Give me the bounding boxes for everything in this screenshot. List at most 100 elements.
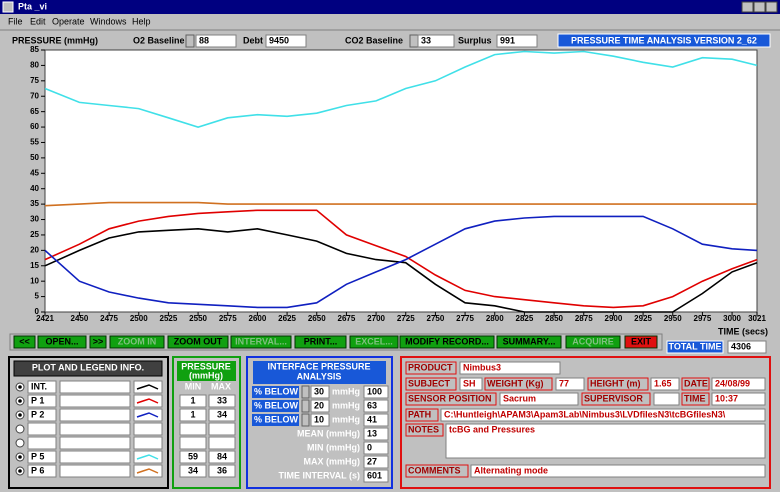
below-label-box — [252, 414, 299, 426]
record-value: 77 — [559, 378, 569, 388]
below-value-box — [363, 413, 389, 427]
series-note — [59, 408, 131, 422]
button-label: << — [19, 336, 30, 346]
record-value: C:\Huntleigh\APAM3\Apam3Lab\Nimbus3\LVDf… — [444, 409, 726, 419]
x-tick-label: 2625 — [278, 314, 296, 323]
y-tick-label: 45 — [30, 168, 39, 177]
spinner — [185, 34, 195, 48]
y-tick-label: 75 — [30, 76, 39, 85]
record-label: COMMENTS — [408, 465, 461, 475]
menu-item: Edit — [30, 16, 46, 26]
pressure-max-box — [208, 464, 236, 478]
stat-value-box — [363, 469, 389, 483]
stat-value-box — [363, 427, 389, 441]
x-tick-label: 2750 — [427, 314, 445, 323]
below-value-box — [363, 385, 389, 399]
record-value-box — [653, 392, 680, 406]
button[interactable] — [13, 335, 36, 349]
version: PRESSURE TIME ANALYSIS VERSION 2_62 — [571, 35, 757, 45]
record-value: 1.65 — [654, 378, 672, 388]
button[interactable] — [230, 335, 292, 349]
stat-value: 601 — [367, 470, 382, 480]
pressure-min-box — [179, 394, 207, 408]
below-unit: mmHg — [332, 386, 360, 396]
pressure-max-box — [208, 450, 236, 464]
button[interactable] — [624, 335, 658, 349]
series-note — [59, 450, 131, 464]
button[interactable] — [167, 335, 229, 349]
menu-item: Help — [132, 16, 151, 26]
button[interactable] — [89, 335, 107, 349]
record-value-box — [711, 377, 766, 391]
record-value: tcBG and Pressures — [449, 424, 535, 434]
header-label: O2 Baseline — [133, 35, 185, 45]
button[interactable] — [109, 335, 165, 349]
pressure-max-box — [208, 436, 236, 450]
record-value-box — [459, 377, 483, 391]
legend-swatch-box — [133, 464, 163, 478]
y-tick-label: 40 — [30, 184, 39, 193]
record-value-box — [445, 423, 766, 459]
record-value: Sacrum — [503, 393, 536, 403]
record-value: SH — [463, 378, 476, 388]
record-label-box — [681, 392, 710, 406]
radio-button[interactable] — [15, 424, 25, 434]
y-tick-label: 65 — [30, 107, 39, 116]
record-label-box — [405, 361, 457, 375]
header-label: Surplus — [458, 35, 492, 45]
button[interactable] — [349, 335, 399, 349]
y-tick-label: 10 — [30, 276, 39, 285]
stat-value: 13 — [367, 428, 377, 438]
x-tick-label: 2925 — [634, 314, 652, 323]
pressure-min-label: MIN — [185, 381, 202, 391]
record-label: SUPERVISOR — [584, 393, 643, 403]
interface-title: ANALYSIS — [297, 371, 342, 381]
y-tick-label: 60 — [30, 122, 39, 131]
header-value: 88 — [199, 35, 209, 45]
record-value-box — [470, 464, 766, 478]
window-button[interactable] — [765, 1, 778, 13]
legend-swatch — [136, 412, 159, 418]
record-label: PATH — [408, 409, 431, 419]
series-name-box — [27, 436, 57, 450]
window-button[interactable] — [741, 1, 754, 13]
radio-button[interactable] — [15, 438, 25, 448]
button[interactable] — [37, 335, 87, 349]
stat-value: 0 — [367, 442, 372, 452]
legend-swatch — [136, 398, 159, 404]
window-button[interactable] — [753, 1, 766, 13]
radio-dot — [18, 399, 22, 403]
legend-swatch-box — [133, 380, 163, 394]
x-tick-label: 2825 — [516, 314, 534, 323]
x-tick-label: 2525 — [160, 314, 178, 323]
button[interactable] — [565, 335, 621, 349]
record-label: NOTES — [408, 424, 439, 434]
x-tick-label: 2975 — [694, 314, 712, 323]
pressure-min-box — [179, 408, 207, 422]
record-label: TIME — [684, 393, 706, 403]
pressure-min-box — [179, 450, 207, 464]
plot-panel-title-box — [13, 360, 163, 377]
x-tick-label: 2775 — [456, 314, 474, 323]
pressure-max-box — [208, 408, 236, 422]
pressure-title: (mmHg) — [189, 370, 223, 380]
pressure-max-box — [208, 394, 236, 408]
total-time: 4306 — [731, 341, 751, 351]
x-tick-label: 2500 — [130, 314, 148, 323]
header-value-box — [417, 34, 455, 48]
button[interactable] — [399, 335, 495, 349]
button[interactable] — [294, 335, 347, 349]
below-label: % BELOW — [254, 386, 299, 396]
header-value-box — [496, 34, 538, 48]
stat-value-box — [363, 441, 389, 455]
below-value: 100 — [367, 386, 382, 396]
series-note — [59, 464, 131, 478]
button-label: SUMMARY... — [503, 336, 556, 346]
pressure-min-box — [179, 464, 207, 478]
button[interactable] — [496, 335, 562, 349]
record-label-box — [405, 423, 444, 437]
pressure-max: 36 — [217, 465, 227, 475]
interface-title: INTERFACE PRESSURE — [267, 361, 370, 371]
x-tick-label: 2450 — [71, 314, 89, 323]
x-tick-label: 3000 — [723, 314, 741, 323]
